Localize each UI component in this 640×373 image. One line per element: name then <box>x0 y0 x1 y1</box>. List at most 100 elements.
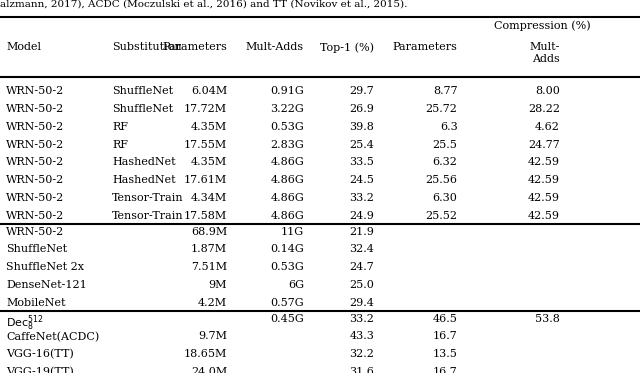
Text: CaffeNet(ACDC): CaffeNet(ACDC) <box>6 332 100 342</box>
Text: WRN-50-2: WRN-50-2 <box>6 122 65 132</box>
Text: 4.34M: 4.34M <box>191 193 227 203</box>
Text: 8.00: 8.00 <box>535 86 560 96</box>
Text: Mult-Adds: Mult-Adds <box>246 42 304 52</box>
Text: 6.3: 6.3 <box>440 122 458 132</box>
Text: ShuffleNet: ShuffleNet <box>112 104 173 114</box>
Text: 21.9: 21.9 <box>349 227 374 236</box>
Text: 46.5: 46.5 <box>433 314 458 324</box>
Text: 1.87M: 1.87M <box>191 244 227 254</box>
Text: ShuffleNet 2x: ShuffleNet 2x <box>6 262 84 272</box>
Text: 4.35M: 4.35M <box>191 122 227 132</box>
Text: 29.7: 29.7 <box>349 86 374 96</box>
Text: Mult-
Adds: Mult- Adds <box>530 42 560 64</box>
Text: $\mathrm{Dec}_8^{512}$: $\mathrm{Dec}_8^{512}$ <box>6 314 44 333</box>
Text: 4.35M: 4.35M <box>191 157 227 167</box>
Text: VGG-16(TT): VGG-16(TT) <box>6 349 74 360</box>
Text: 26.9: 26.9 <box>349 104 374 114</box>
Text: 4.86G: 4.86G <box>270 193 304 203</box>
Text: 53.8: 53.8 <box>535 314 560 324</box>
Text: 4.62: 4.62 <box>535 122 560 132</box>
Text: 33.2: 33.2 <box>349 193 374 203</box>
Text: 4.86G: 4.86G <box>270 175 304 185</box>
Text: 17.55M: 17.55M <box>184 140 227 150</box>
Text: 0.53G: 0.53G <box>270 122 304 132</box>
Text: 0.45G: 0.45G <box>270 314 304 324</box>
Text: 9M: 9M <box>209 280 227 290</box>
Text: 33.2: 33.2 <box>349 314 374 324</box>
Text: 43.3: 43.3 <box>349 332 374 341</box>
Text: 2.83G: 2.83G <box>270 140 304 150</box>
Text: 9.7M: 9.7M <box>198 332 227 341</box>
Text: 68.9M: 68.9M <box>191 227 227 236</box>
Text: 4.2M: 4.2M <box>198 298 227 308</box>
Text: VGG-19(TT): VGG-19(TT) <box>6 367 74 373</box>
Text: HashedNet: HashedNet <box>112 175 175 185</box>
Text: alzmann, 2017), ACDC (Moczulski et al., 2016) and TT (Novikov et al., 2015).: alzmann, 2017), ACDC (Moczulski et al., … <box>0 0 408 9</box>
Text: Substitution: Substitution <box>112 42 182 52</box>
Text: Top-1 (%): Top-1 (%) <box>321 42 374 53</box>
Text: 33.5: 33.5 <box>349 157 374 167</box>
Text: 31.6: 31.6 <box>349 367 374 373</box>
Text: 0.91G: 0.91G <box>270 86 304 96</box>
Text: 17.72M: 17.72M <box>184 104 227 114</box>
Text: MobileNet: MobileNet <box>6 298 66 308</box>
Text: 7.51M: 7.51M <box>191 262 227 272</box>
Text: WRN-50-2: WRN-50-2 <box>6 175 65 185</box>
Text: 32.2: 32.2 <box>349 349 374 359</box>
Text: WRN-50-2: WRN-50-2 <box>6 193 65 203</box>
Text: Compression (%): Compression (%) <box>494 21 591 31</box>
Text: 3.22G: 3.22G <box>270 104 304 114</box>
Text: 25.0: 25.0 <box>349 280 374 290</box>
Text: 13.5: 13.5 <box>433 349 458 359</box>
Text: 24.0M: 24.0M <box>191 367 227 373</box>
Text: 24.77: 24.77 <box>528 140 560 150</box>
Text: 42.59: 42.59 <box>528 193 560 203</box>
Text: RF: RF <box>112 122 128 132</box>
Text: 6.30: 6.30 <box>433 193 458 203</box>
Text: Model: Model <box>6 42 42 52</box>
Text: 16.7: 16.7 <box>433 367 458 373</box>
Text: 32.4: 32.4 <box>349 244 374 254</box>
Text: 6G: 6G <box>288 280 304 290</box>
Text: 25.72: 25.72 <box>426 104 458 114</box>
Text: ShuffleNet: ShuffleNet <box>6 244 68 254</box>
Text: WRN-50-2: WRN-50-2 <box>6 104 65 114</box>
Text: 42.59: 42.59 <box>528 211 560 221</box>
Text: 25.5: 25.5 <box>433 140 458 150</box>
Text: 4.86G: 4.86G <box>270 211 304 221</box>
Text: 25.56: 25.56 <box>426 175 458 185</box>
Text: 24.5: 24.5 <box>349 175 374 185</box>
Text: 0.14G: 0.14G <box>270 244 304 254</box>
Text: Parameters: Parameters <box>163 42 227 52</box>
Text: WRN-50-2: WRN-50-2 <box>6 157 65 167</box>
Text: WRN-50-2: WRN-50-2 <box>6 211 65 221</box>
Text: Tensor-Train: Tensor-Train <box>112 193 184 203</box>
Text: 17.58M: 17.58M <box>184 211 227 221</box>
Text: 42.59: 42.59 <box>528 175 560 185</box>
Text: 42.59: 42.59 <box>528 157 560 167</box>
Text: ShuffleNet: ShuffleNet <box>112 86 173 96</box>
Text: 4.86G: 4.86G <box>270 157 304 167</box>
Text: 24.9: 24.9 <box>349 211 374 221</box>
Text: RF: RF <box>112 140 128 150</box>
Text: 18.65M: 18.65M <box>184 349 227 359</box>
Text: WRN-50-2: WRN-50-2 <box>6 140 65 150</box>
Text: Tensor-Train: Tensor-Train <box>112 211 184 221</box>
Text: 17.61M: 17.61M <box>184 175 227 185</box>
Text: 39.8: 39.8 <box>349 122 374 132</box>
Text: 8.77: 8.77 <box>433 86 458 96</box>
Text: 0.53G: 0.53G <box>270 262 304 272</box>
Text: 24.7: 24.7 <box>349 262 374 272</box>
Text: 28.22: 28.22 <box>528 104 560 114</box>
Text: Parameters: Parameters <box>393 42 458 52</box>
Text: 0.57G: 0.57G <box>270 298 304 308</box>
Text: WRN-50-2: WRN-50-2 <box>6 86 65 96</box>
Text: 25.52: 25.52 <box>426 211 458 221</box>
Text: HashedNet: HashedNet <box>112 157 175 167</box>
Text: 25.4: 25.4 <box>349 140 374 150</box>
Text: DenseNet-121: DenseNet-121 <box>6 280 87 290</box>
Text: 29.4: 29.4 <box>349 298 374 308</box>
Text: 16.7: 16.7 <box>433 332 458 341</box>
Text: 6.04M: 6.04M <box>191 86 227 96</box>
Text: 6.32: 6.32 <box>433 157 458 167</box>
